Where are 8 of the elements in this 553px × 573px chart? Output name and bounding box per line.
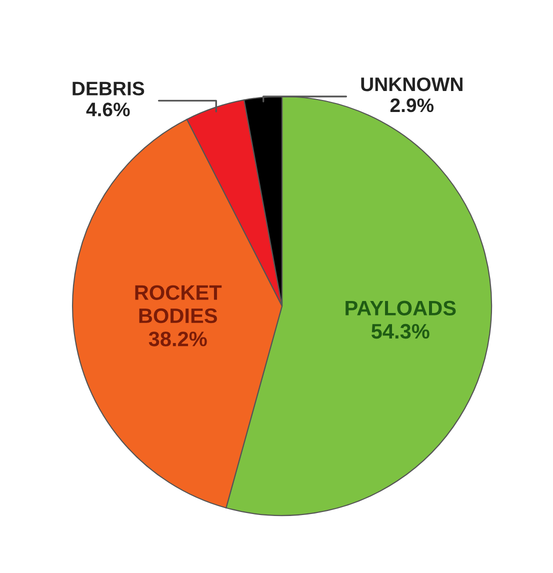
slice-label: UNKNOWN (361, 77, 462, 92)
slice-label: DEBRIS (72, 82, 144, 96)
data-label: 38.2% (148, 332, 207, 346)
data-label: 4.6% (86, 102, 130, 116)
data-label: 2.9% (390, 98, 434, 112)
slice-label: ROCKET BODIES (135, 285, 222, 324)
data-label: 54.3% (371, 324, 430, 339)
slice-label: PAYLOADS (346, 300, 456, 316)
